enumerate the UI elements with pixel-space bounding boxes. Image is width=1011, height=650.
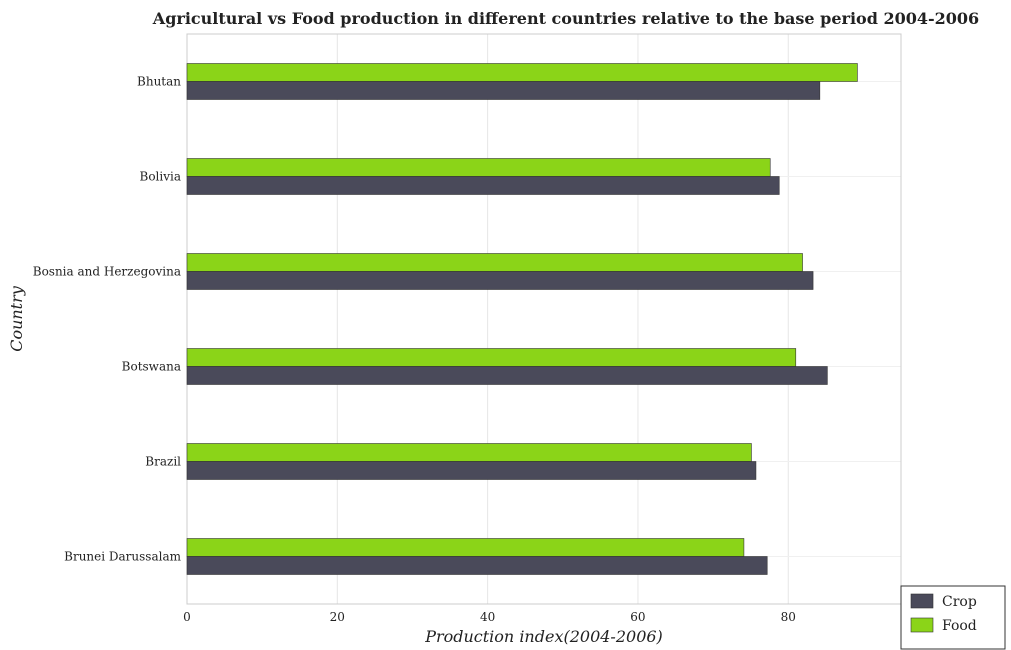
bar-food-brunei-darussalam <box>186 538 745 557</box>
x-tick-label: 0 <box>183 610 191 624</box>
x-tick-label: 60 <box>630 610 645 624</box>
bars <box>186 63 858 575</box>
bar-food-bosnia-and-herzegovina <box>186 253 803 272</box>
bar-crop-bolivia <box>186 176 780 195</box>
y-tick-label: Bhutan <box>137 75 181 89</box>
bar-food-brazil <box>186 443 752 462</box>
x-tick-label: 40 <box>480 610 495 624</box>
legend-swatch-food <box>910 617 934 633</box>
bar-crop-bosnia-and-herzegovina <box>186 271 814 290</box>
y-tick-label: Bolivia <box>140 170 182 184</box>
y-tick-label: Brunei Darussalam <box>64 550 181 564</box>
x-axis-label: Production index(2004-2006) <box>424 627 663 646</box>
y-tick-label: Bosnia and Herzegovina <box>33 265 181 279</box>
bar-food-bhutan <box>186 63 858 82</box>
chart-title: Agricultural vs Food production in diffe… <box>152 9 979 28</box>
y-tick-label: Brazil <box>145 455 181 469</box>
x-tick-labels: 0 20 40 60 80 <box>183 610 796 624</box>
y-axis-label: Country <box>7 285 26 352</box>
x-tick-label: 20 <box>330 610 345 624</box>
y-tick-label: Botswana <box>122 360 181 374</box>
y-tick-labels: Bhutan Bolivia Bosnia and Herzegovina Botsw… <box>33 75 182 564</box>
bar-food-bolivia <box>186 158 771 177</box>
legend-label-food: Food <box>942 618 977 634</box>
x-tick-label: 80 <box>781 610 796 624</box>
bar-food-botswana <box>186 348 797 367</box>
bar-crop-botswana <box>186 366 828 385</box>
bar-crop-brazil <box>186 461 757 480</box>
legend: Crop Food <box>900 585 1006 650</box>
legend-label-crop: Crop <box>942 594 977 610</box>
bar-crop-bhutan <box>186 81 821 100</box>
legend-swatch-crop <box>910 593 934 609</box>
plot-frame <box>186 33 902 605</box>
bar-crop-brunei-darussalam <box>186 556 768 575</box>
